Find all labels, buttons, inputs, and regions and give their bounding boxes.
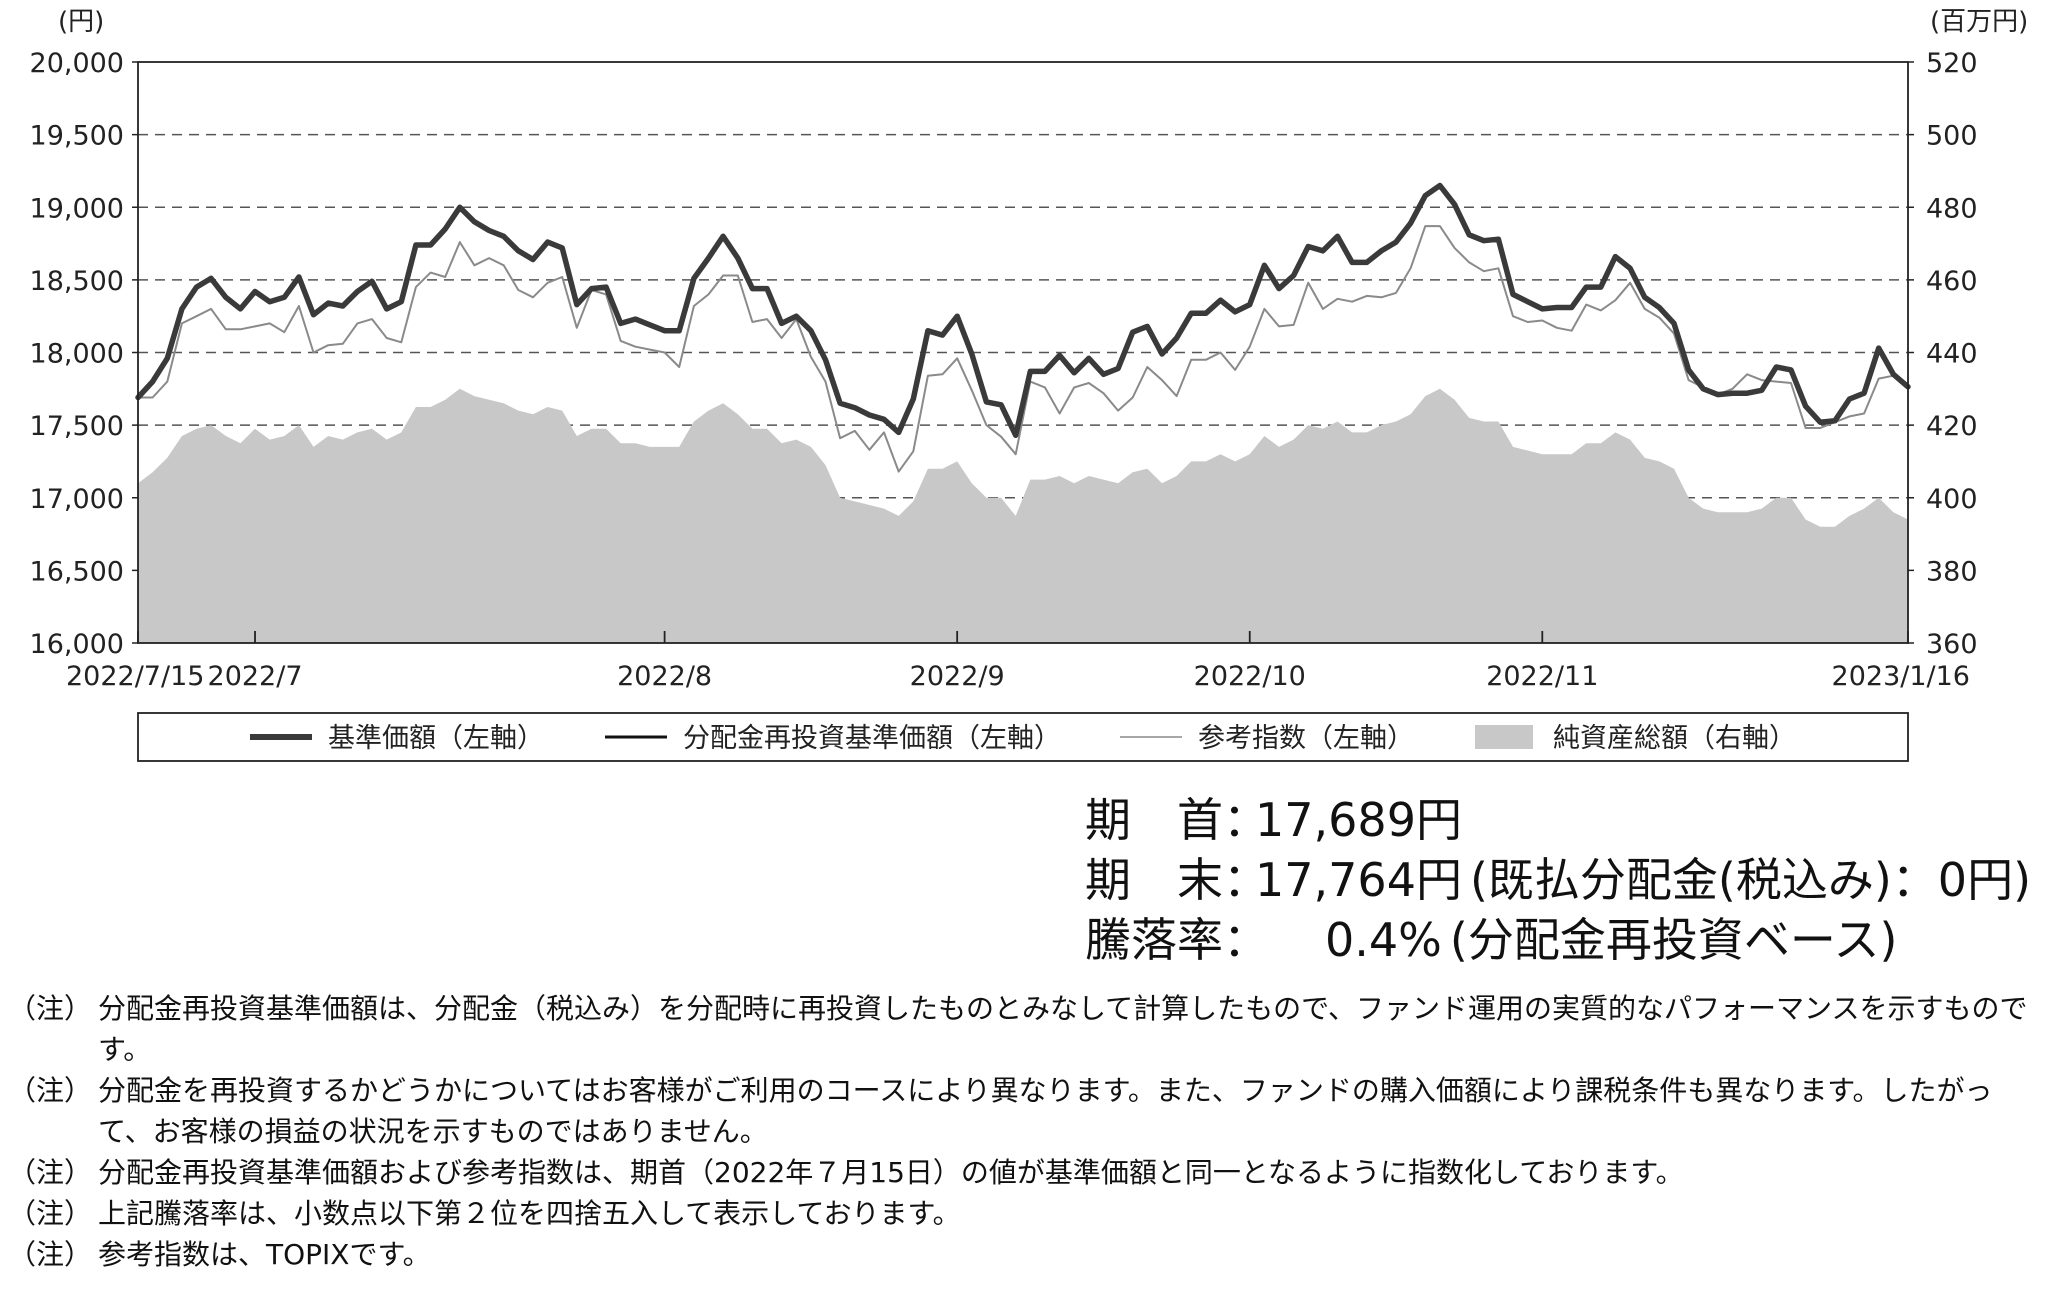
footnote-text: 参考指数は、TOPIXです。 bbox=[98, 1238, 431, 1271]
x-tick-label: 2022/7/15 bbox=[66, 661, 204, 692]
axes: 20,000 520 19,500 500 19,000 480 18,500 460 18,0… bbox=[30, 48, 1978, 692]
legend-label: 純資産総額（右軸） bbox=[1553, 723, 1796, 754]
footnote: （注） 上記騰落率は、小数点以下第２位を四捨五入して表示しております。 bbox=[8, 1193, 2043, 1234]
footnote: （注） 分配金を再投資するかどうかについてはお客様がご利用のコースにより異なりま… bbox=[8, 1070, 2043, 1152]
left-tick-label: 18,500 bbox=[30, 266, 124, 297]
footnote-mark: （注） bbox=[8, 1074, 93, 1107]
footnote-text: 分配金再投資基準価額および参考指数は、期首（2022年７月15日）の値が基準価額… bbox=[98, 1156, 1684, 1189]
start-value: 17,689円 bbox=[1255, 793, 1462, 847]
change-label: 騰落率： bbox=[1085, 913, 1269, 967]
legend-swatch bbox=[1475, 725, 1533, 749]
x-tick-label: 2022/9 bbox=[910, 661, 1005, 692]
right-tick-label: 400 bbox=[1926, 484, 1978, 515]
net-assets-area bbox=[138, 388, 1908, 643]
left-tick-label: 20,000 bbox=[30, 48, 124, 79]
footnote-mark: （注） bbox=[8, 1156, 93, 1189]
change-row: 騰落率： 0.4% (分配金再投資ベース) bbox=[1085, 910, 2031, 970]
series-reference-index bbox=[137, 225, 1909, 473]
right-tick-label: 440 bbox=[1926, 339, 1978, 370]
right-tick-label: 520 bbox=[1926, 48, 1978, 79]
footnote-mark: （注） bbox=[8, 992, 93, 1025]
legend-label: 基準価額（左軸） bbox=[328, 723, 544, 754]
series-nav bbox=[135, 182, 1911, 439]
footnote: （注） 参考指数は、TOPIXです。 bbox=[8, 1234, 2043, 1275]
right-axis-unit: (百万円) bbox=[1930, 7, 2028, 37]
left-tick-label: 17,500 bbox=[30, 411, 124, 442]
x-tick-label: 2023/1/16 bbox=[1832, 661, 1970, 692]
change-value: 0.4% bbox=[1325, 913, 1442, 967]
legend-box bbox=[137, 712, 1909, 762]
right-tick-label: 380 bbox=[1926, 556, 1978, 587]
left-tick-label: 19,000 bbox=[30, 193, 124, 224]
footnote: （注） 分配金再投資基準価額は、分配金（税込み）を分配時に再投資したものとみなし… bbox=[8, 988, 2043, 1070]
footnote-text: 分配金を再投資するかどうかについてはお客様がご利用のコースにより異なります。また… bbox=[98, 1074, 1993, 1148]
right-tick-label: 480 bbox=[1926, 193, 1978, 224]
footnote-mark: （注） bbox=[8, 1238, 93, 1271]
legend-label: 分配金再投資基準価額（左軸） bbox=[683, 723, 1061, 754]
nav-chart: 20,000 520 19,500 500 19,000 480 18,500 460 18,0… bbox=[30, 7, 2028, 762]
performance-summary: 期 首： 17,689円 期 末： 17,764円 (既払分配金(税込み)：0円… bbox=[1085, 790, 2031, 970]
x-tick-label: 2022/7 bbox=[208, 661, 303, 692]
footnote-text: 上記騰落率は、小数点以下第２位を四捨五入して表示しております。 bbox=[98, 1197, 961, 1230]
right-tick-label: 500 bbox=[1926, 121, 1978, 152]
footnote: （注） 分配金再投資基準価額および参考指数は、期首（2022年７月15日）の値が… bbox=[8, 1152, 2043, 1193]
start-row: 期 首： 17,689円 bbox=[1085, 790, 2031, 850]
end-value: 17,764円 bbox=[1255, 853, 1462, 907]
footnote-mark: （注） bbox=[8, 1197, 93, 1230]
footnotes: （注） 分配金再投資基準価額は、分配金（税込み）を分配時に再投資したものとみなし… bbox=[8, 988, 2043, 1275]
start-label: 期 首： bbox=[1085, 793, 1269, 847]
end-row: 期 末： 17,764円 (既払分配金(税込み)：0円) bbox=[1085, 850, 2031, 910]
footnote-text: 分配金再投資基準価額は、分配金（税込み）を分配時に再投資したものとみなして計算し… bbox=[98, 992, 2028, 1066]
left-tick-label: 17,000 bbox=[30, 484, 124, 515]
left-tick-label: 18,000 bbox=[30, 339, 124, 370]
right-tick-label: 460 bbox=[1926, 266, 1978, 297]
left-tick-label: 19,500 bbox=[30, 121, 124, 152]
x-tick-label: 2022/11 bbox=[1486, 661, 1598, 692]
legend: 基準価額（左軸） 分配金再投資基準価額（左軸） 参考指数（左軸） 純資産総額（右軸） bbox=[137, 712, 1909, 762]
x-tick-label: 2022/8 bbox=[617, 661, 712, 692]
left-tick-label: 16,000 bbox=[30, 629, 124, 660]
left-axis-unit: (円) bbox=[58, 7, 104, 37]
plot-frame bbox=[137, 61, 1909, 644]
end-label: 期 末： bbox=[1085, 853, 1269, 907]
change-note: (分配金再投資ベース) bbox=[1449, 913, 1898, 967]
right-tick-label: 360 bbox=[1926, 629, 1978, 660]
right-tick-label: 420 bbox=[1926, 411, 1978, 442]
price-lines bbox=[135, 182, 1911, 473]
end-note: (既払分配金(税込み)：0円) bbox=[1469, 853, 2032, 907]
left-tick-label: 16,500 bbox=[30, 556, 124, 587]
series-net-assets bbox=[138, 388, 1908, 643]
legend-label: 参考指数（左軸） bbox=[1198, 723, 1414, 754]
x-tick-label: 2022/10 bbox=[1194, 661, 1306, 692]
